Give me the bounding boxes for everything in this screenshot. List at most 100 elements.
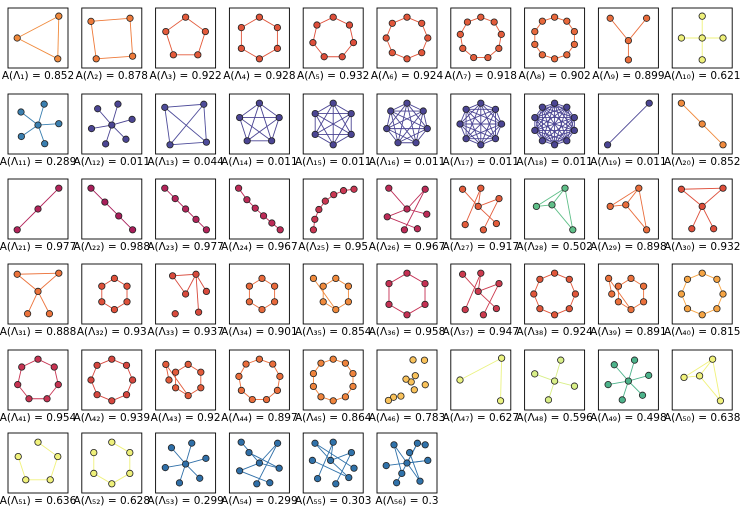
graph-edge <box>17 272 59 275</box>
graph-node <box>25 395 33 403</box>
graph-node <box>614 298 622 306</box>
graph-node <box>248 395 256 404</box>
graph-node <box>332 305 340 314</box>
graph-node <box>719 290 727 298</box>
graph-node <box>202 287 210 295</box>
graph-edge <box>542 106 575 119</box>
graph-node <box>339 187 348 195</box>
graph-node <box>329 438 337 446</box>
graph-edge <box>393 444 408 464</box>
graph-edge <box>534 117 543 141</box>
graph-panel: A(Λ₂₄) = 0.967 <box>221 178 298 253</box>
graph-node <box>319 282 327 290</box>
graph-node <box>550 269 559 277</box>
panel-label: A(Λ₂₁) = 0.977 <box>0 241 76 253</box>
graph-edge <box>386 110 424 130</box>
graph-edge <box>312 459 349 478</box>
graph-node <box>326 456 335 464</box>
graph-node <box>108 480 116 488</box>
panel-label: A(Λ₁₈) = 0.011 <box>516 156 593 168</box>
graph-node <box>162 360 170 368</box>
graph-node <box>403 55 411 63</box>
graph-panel: A(Λ₄₄) = 0.897 <box>221 349 298 424</box>
graph-node <box>569 226 577 234</box>
graph-edge <box>536 187 566 207</box>
graph-node <box>55 120 63 128</box>
graph-node <box>713 275 721 283</box>
graph-node <box>491 135 500 143</box>
graph-node <box>202 454 210 462</box>
graph-panel: A(Λ₃₅) = 0.854 <box>295 263 372 338</box>
graph-edge <box>129 18 134 57</box>
graph-node <box>550 99 559 107</box>
graph-edge <box>239 102 260 118</box>
graph-node <box>308 456 316 464</box>
graph-panel: A(Λ₂₆) = 0.967 <box>369 178 445 253</box>
graph-node <box>347 448 355 457</box>
graph-edge <box>197 31 206 55</box>
graph-edge <box>607 102 650 146</box>
graph-node <box>606 14 614 22</box>
graph-node <box>344 298 353 306</box>
graph-node <box>162 27 170 36</box>
graph-edge <box>534 117 568 142</box>
graph-node <box>108 438 116 446</box>
graph-node <box>329 99 337 107</box>
graph-node <box>317 359 325 367</box>
graph-panel: A(Λ₈) = 0.902 <box>518 7 591 82</box>
graph-edge <box>172 275 186 295</box>
graph-node <box>255 13 263 21</box>
graph-node <box>635 184 643 192</box>
graph-edge <box>609 187 640 207</box>
graph-node <box>34 287 42 295</box>
graph-node <box>269 360 277 368</box>
graph-edge <box>111 104 119 126</box>
graph-edge <box>627 360 635 382</box>
graph-panel: A(Λ₁₁) = 0.289 <box>0 93 76 168</box>
graph-node <box>713 305 721 313</box>
graph-node <box>698 12 706 20</box>
graph-edge <box>712 359 721 401</box>
graph-node <box>341 359 350 367</box>
graph-node <box>495 279 503 288</box>
panel-label: A(Λ₄₅) = 0.864 <box>295 412 372 424</box>
graph-node <box>321 197 329 205</box>
graph-node <box>677 290 686 298</box>
graph-node <box>235 372 243 380</box>
graph-node <box>461 221 469 229</box>
graph-node <box>90 448 98 457</box>
graph-node <box>462 105 470 113</box>
graph-panel: A(Λ₁₉) = 0.011 <box>590 93 667 168</box>
graph-node <box>470 53 478 62</box>
graph-node <box>349 382 357 391</box>
graph-node <box>126 14 134 22</box>
graph-edge <box>608 278 632 310</box>
graph-node <box>347 110 355 118</box>
graph-edge <box>335 452 352 485</box>
panel-label: A(Λ₅₆) = 0.3 <box>375 495 438 507</box>
graph-edge <box>330 460 350 478</box>
graph-node <box>255 355 263 363</box>
graph-node <box>184 391 192 400</box>
graph-node <box>329 355 337 363</box>
graph-edge <box>534 129 567 142</box>
graph-node <box>458 185 467 193</box>
graph-edge <box>314 113 352 135</box>
graph-node <box>17 108 25 116</box>
graph-node <box>34 205 42 213</box>
graph-edge <box>406 103 417 143</box>
graph-node <box>492 304 500 313</box>
panel-label: A(Λ₅₁) = 0.636 <box>0 495 77 507</box>
graph-edge <box>164 107 207 143</box>
graph-node <box>394 139 402 147</box>
graph-edge <box>681 187 724 190</box>
graph-edge <box>203 104 207 143</box>
panel-label: A(Λ₅₂) = 0.628 <box>74 495 151 507</box>
graph-panel: A(Λ₂₃) = 0.977 <box>147 178 224 253</box>
graph-edge <box>477 206 497 224</box>
graph-node <box>123 298 131 306</box>
graph-node <box>496 397 505 405</box>
graph-edge <box>90 21 97 59</box>
graph-node <box>171 195 179 203</box>
graph-panel: A(Λ₃₉) = 0.891 <box>590 263 667 338</box>
